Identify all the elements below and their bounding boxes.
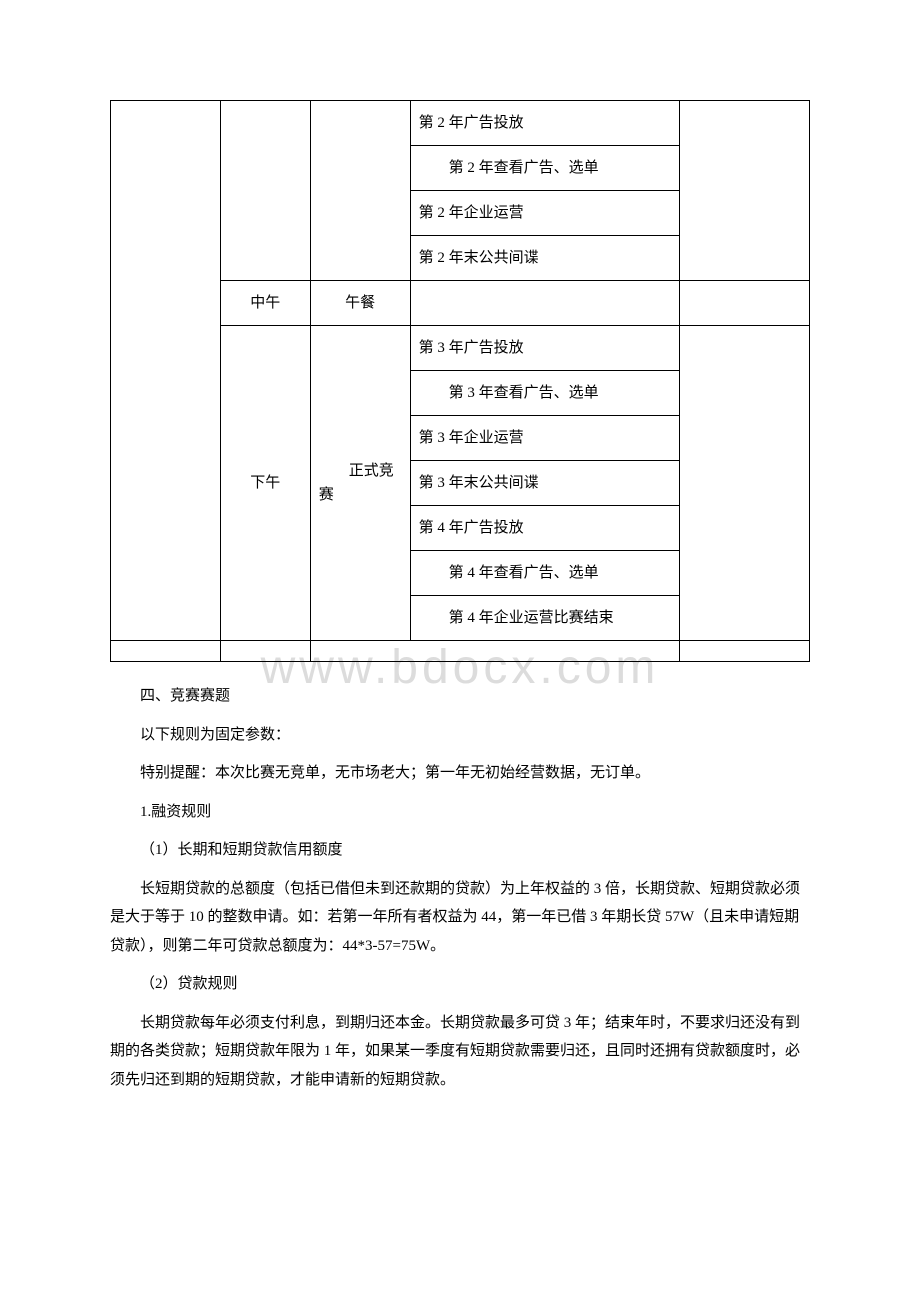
- table-row-empty: [111, 641, 810, 662]
- cell-noon: 中午: [220, 281, 310, 326]
- rule-1-title: 1.融资规则: [110, 798, 810, 827]
- cell-y4-ad: 第 4 年广告投放: [410, 506, 680, 551]
- rule-1-1-body: 长短期贷款的总额度（包括已借但未到还款期的贷款）为上年权益的 3 倍，长期贷款、…: [110, 875, 810, 961]
- rule-1-2-body: 长期贷款每年必须支付利息，到期归还本金。长期贷款最多可贷 3 年；结束年时，不要…: [110, 1009, 810, 1095]
- section-4-title: 四、竞赛赛题: [110, 682, 810, 711]
- cell-lunch: 午餐: [310, 281, 410, 326]
- table-row: 第 2 年广告投放: [111, 101, 810, 146]
- cell-y3-view: 第 3 年查看广告、选单: [410, 371, 680, 416]
- cell-y2-spy: 第 2 年末公共间谍: [410, 236, 680, 281]
- body-content: 四、竞赛赛题 以下规则为固定参数： 特别提醒：本次比赛无竞单，无市场老大；第一年…: [110, 682, 810, 1094]
- cell-formal-competition: 正式竞赛: [310, 326, 410, 641]
- cell-y2-ops: 第 2 年企业运营: [410, 191, 680, 236]
- cell-y3-ad: 第 3 年广告投放: [410, 326, 680, 371]
- cell-afternoon: 下午: [220, 326, 310, 641]
- cell-y4-ops-end: 第 4 年企业运营比赛结束: [410, 596, 680, 641]
- fixed-params-line: 以下规则为固定参数：: [110, 721, 810, 750]
- rule-1-1-title: （1）长期和短期贷款信用额度: [110, 836, 810, 865]
- cell-y2-view: 第 2 年查看广告、选单: [410, 146, 680, 191]
- cell-y3-ops: 第 3 年企业运营: [410, 416, 680, 461]
- rule-1-2-title: （2）贷款规则: [110, 970, 810, 999]
- cell-y2-ad: 第 2 年广告投放: [410, 101, 680, 146]
- special-reminder: 特别提醒：本次比赛无竞单，无市场老大；第一年无初始经营数据，无订单。: [110, 759, 810, 788]
- cell-y4-view: 第 4 年查看广告、选单: [410, 551, 680, 596]
- schedule-table: 第 2 年广告投放 第 2 年查看广告、选单 第 2 年企业运营 第 2 年末公…: [110, 100, 810, 662]
- cell-y3-spy: 第 3 年末公共间谍: [410, 461, 680, 506]
